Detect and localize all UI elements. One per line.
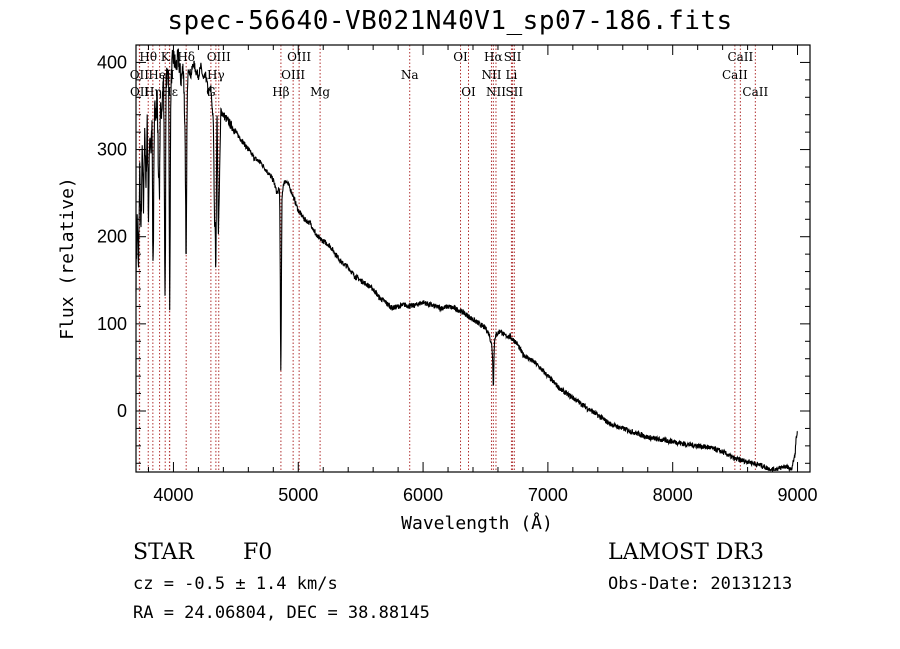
y-tick-label: 400 [97,52,127,72]
line-label: SII [505,85,523,99]
line-label: OII [130,85,150,99]
line-label: OIII [281,68,305,82]
line-label: H [164,68,174,82]
line-label: OI [453,50,468,64]
line-label: Hβ [272,85,289,99]
line-label: Hγ [207,68,225,82]
y-tick-label: 100 [97,314,127,334]
line-label: NII [481,68,501,82]
plot-axes: 4000 5000 6000 7000 8000 9000 0 100 200 300 400 Wav… [57,44,818,534]
y-axis-label: Flux (relative) [57,177,78,340]
line-label: OIII [287,50,311,64]
y-tick-label: 200 [97,227,127,247]
line-label: Li [506,68,518,82]
object-class: STAR [133,540,194,565]
spectrum-line [135,48,798,473]
plot-frame [135,44,811,473]
spectral-lines [138,45,756,472]
x-tick-label: 9000 [777,485,817,505]
line-label: Hε [161,85,178,99]
line-label: Hη [144,85,162,99]
x-tick-label: 8000 [653,485,693,505]
velocity-readout: cz = -0.5 ± 1.4 km/s [133,574,338,594]
y-tick-label: 0 [117,401,127,421]
line-label: CaII [727,50,753,64]
line-label: Na [401,68,419,82]
line-label: OIII [207,50,231,64]
line-label: CaII [742,85,768,99]
spectral-type: F0 [243,540,273,565]
line-label: Hθ [139,50,157,64]
x-tick-label: 4000 [153,485,193,505]
line-label: Hδ [177,50,195,64]
line-label: OI [461,85,476,99]
line-label: OII [130,68,150,82]
line-label: HeI [148,68,171,82]
obs-date: Obs-Date: 20131213 [608,574,793,594]
y-tick-label: 300 [97,140,127,160]
line-label: G [206,85,216,99]
coordinates-readout: RA = 24.06804, DEC = 38.88145 [133,603,430,623]
survey-name: LAMOST DR3 [608,540,764,565]
line-label: CaII [722,68,748,82]
x-tick-label: 6000 [403,485,443,505]
chart-title: spec-56640-VB021N40V1_sp07-186.fits [167,6,733,36]
x-tick-label: 7000 [528,485,568,505]
spectrum-series [135,48,798,473]
line-label: NII [486,85,506,99]
line-label: Mg [310,85,330,99]
x-axis-label: Wavelength (Å) [401,512,553,534]
line-label: SII [504,50,522,64]
x-tick-label: 5000 [278,485,318,505]
line-label: Hα [484,50,503,64]
line-label: K [161,50,171,64]
